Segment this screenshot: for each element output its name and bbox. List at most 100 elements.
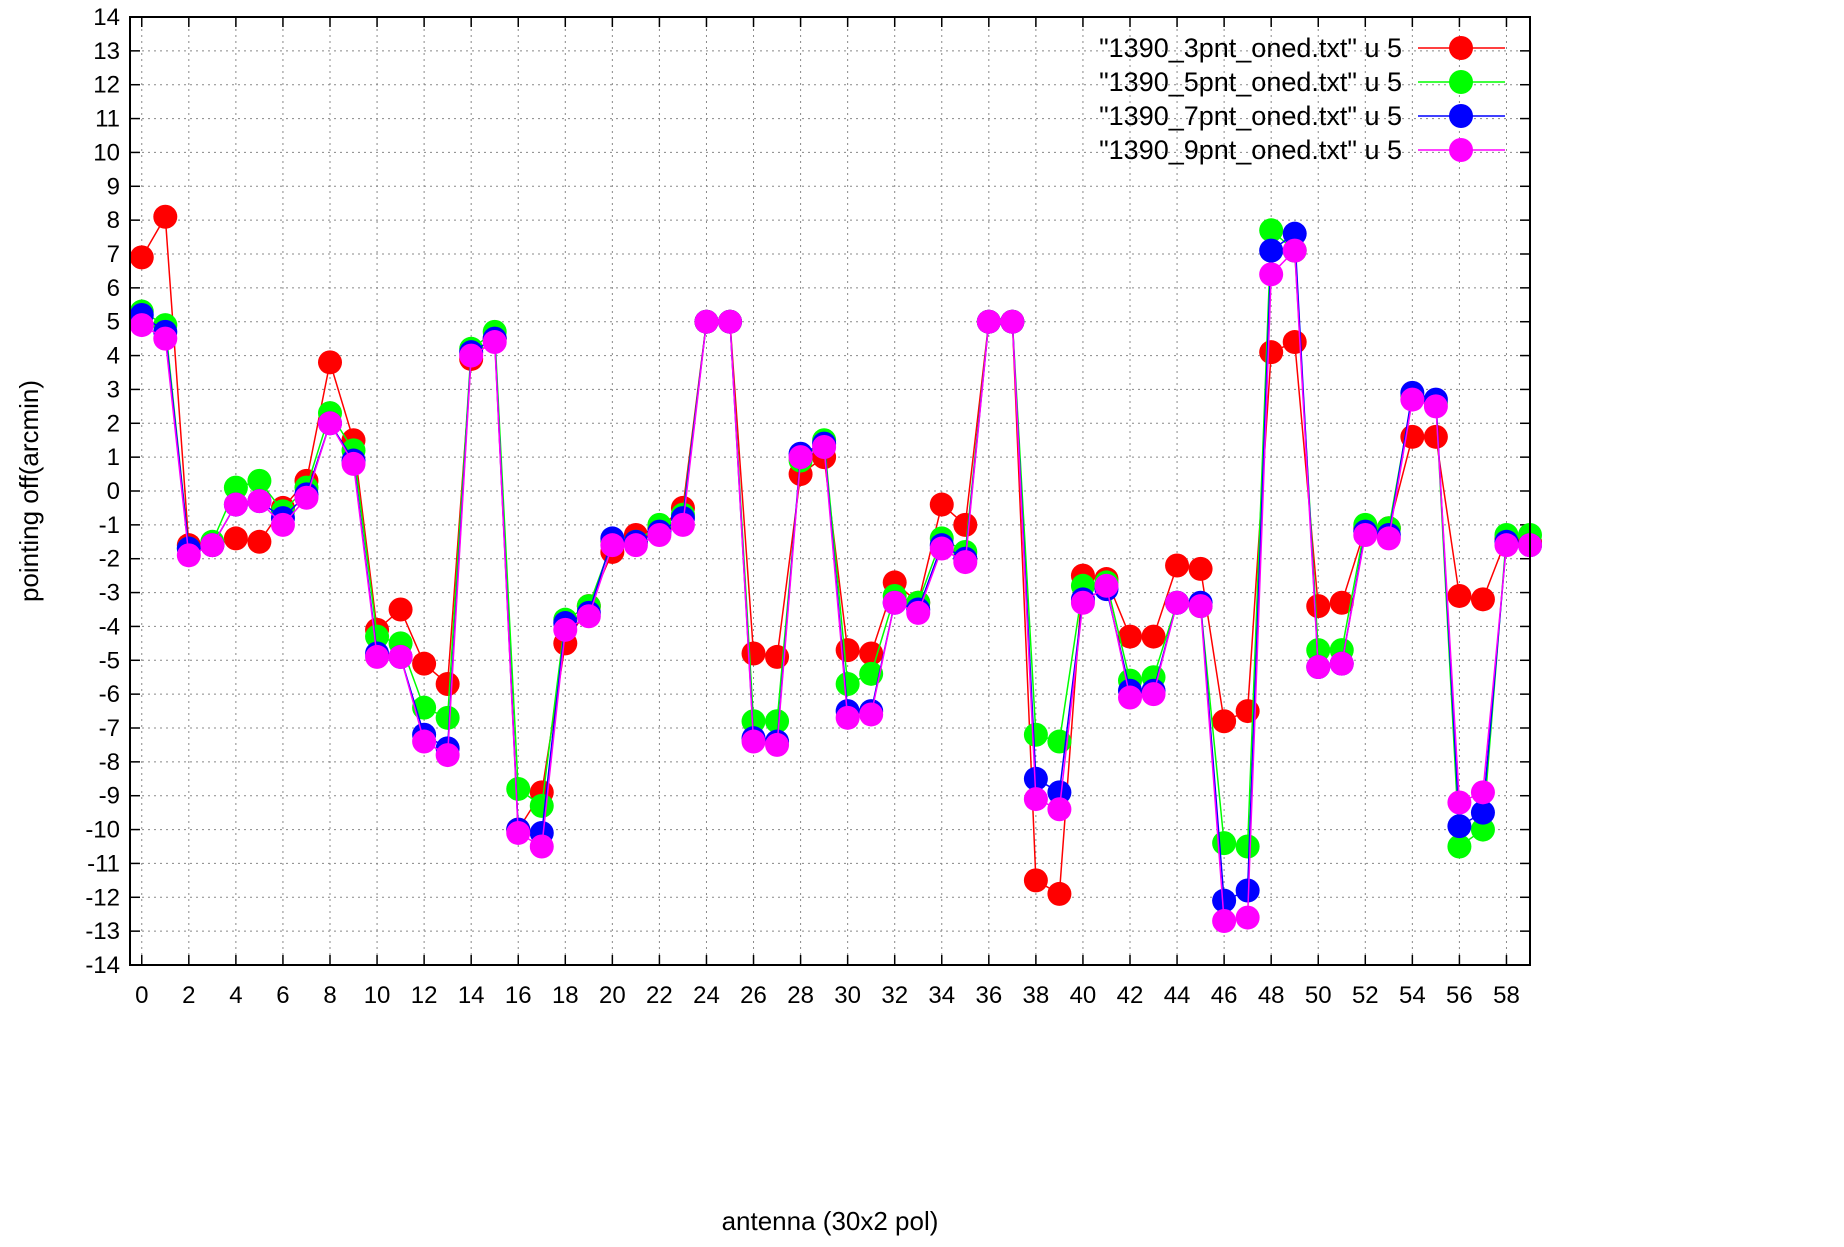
data-point (788, 445, 813, 470)
x-tick-label: 52 (1352, 982, 1379, 1009)
legend-marker (1449, 36, 1473, 60)
data-point (223, 526, 248, 551)
data-point (1259, 218, 1284, 243)
data-point (1212, 888, 1237, 913)
y-tick-label: -6 (99, 681, 120, 708)
data-point (1188, 556, 1213, 581)
data-point (1212, 908, 1237, 933)
y-tick-label: -8 (99, 749, 120, 776)
x-tick-label: 58 (1493, 982, 1520, 1009)
data-point (929, 536, 954, 561)
y-tick-label: -12 (85, 884, 120, 911)
data-point (1000, 309, 1025, 334)
data-point (1023, 787, 1048, 812)
y-tick-label: -10 (85, 817, 120, 844)
data-point (1329, 651, 1354, 676)
data-point (1423, 394, 1448, 419)
legend-marker (1449, 138, 1473, 162)
y-tick-label: 1 (107, 444, 120, 471)
data-point (341, 451, 366, 476)
data-point (1423, 424, 1448, 449)
data-point (365, 624, 390, 649)
data-point (435, 705, 460, 730)
data-point (1494, 533, 1519, 558)
y-tick-label: 5 (107, 309, 120, 336)
data-point (741, 641, 766, 666)
x-tick-label: 26 (740, 982, 767, 1009)
y-axis-label: pointing off(arcmin) (14, 380, 44, 602)
x-tick-label: 32 (881, 982, 908, 1009)
x-tick-label: 42 (1117, 982, 1144, 1009)
data-point (718, 309, 742, 334)
data-point (623, 533, 648, 558)
y-tick-label: -14 (85, 952, 120, 979)
y-tick-label: 2 (107, 410, 120, 437)
data-point (247, 529, 272, 554)
y-tick-label: 6 (107, 275, 120, 302)
data-point (506, 776, 531, 801)
x-tick-label: 12 (411, 982, 438, 1009)
x-tick-label: 38 (1023, 982, 1050, 1009)
data-point (1212, 831, 1237, 856)
data-point (953, 512, 978, 537)
data-point (765, 732, 790, 757)
data-point (1282, 221, 1307, 246)
data-point (553, 617, 578, 642)
data-point (318, 350, 342, 375)
data-point (1165, 590, 1190, 615)
data-point (1447, 583, 1472, 608)
data-point (859, 702, 884, 727)
data-point (153, 326, 178, 351)
x-tick-label: 48 (1258, 982, 1285, 1009)
y-tick-label: -13 (85, 918, 120, 945)
y-tick-label: -1 (99, 512, 120, 539)
data-point (153, 204, 178, 229)
legend-marker (1449, 104, 1473, 128)
data-point (1470, 780, 1495, 805)
y-tick-label: 9 (107, 173, 120, 200)
data-point (388, 644, 413, 669)
data-point (859, 661, 884, 686)
data-point (670, 512, 695, 537)
data-point (835, 671, 860, 696)
data-point (1447, 790, 1472, 815)
data-point (882, 590, 907, 615)
data-point (129, 313, 154, 338)
series-line (141, 248, 1530, 922)
data-point (482, 330, 507, 355)
y-tick-label: 4 (107, 343, 120, 370)
data-point (741, 729, 766, 754)
data-point (435, 671, 460, 696)
data-point (529, 834, 554, 859)
data-point (176, 543, 201, 568)
data-point (1047, 780, 1072, 805)
data-point (1141, 682, 1166, 707)
x-tick-label: 18 (552, 982, 579, 1009)
y-tick-label: 12 (93, 72, 120, 99)
data-point (1259, 262, 1284, 287)
x-tick-label: 46 (1211, 982, 1238, 1009)
legend-label: "1390_9pnt_oned.txt" u 5 (1099, 135, 1402, 165)
data-point (1235, 834, 1260, 859)
data-point (1118, 685, 1142, 710)
x-tick-label: 28 (787, 982, 814, 1009)
data-point (388, 597, 413, 622)
x-tick-label: 24 (693, 982, 720, 1009)
x-tick-label: 50 (1305, 982, 1332, 1009)
data-point (929, 492, 954, 517)
data-point (835, 638, 860, 663)
series-4 (129, 238, 1542, 933)
y-tick-label: 8 (107, 207, 120, 234)
data-point (741, 709, 766, 734)
data-point (1188, 594, 1213, 619)
y-tick-label: -7 (99, 715, 120, 742)
y-tick-label: 13 (93, 38, 120, 65)
legend-label: "1390_5pnt_oned.txt" u 5 (1099, 67, 1402, 97)
data-point (1094, 573, 1119, 598)
x-axis-label: antenna (30x2 pol) (722, 1206, 939, 1236)
data-point (765, 709, 790, 734)
data-point (365, 644, 390, 669)
x-tick-label: 16 (505, 982, 532, 1009)
data-point (1353, 523, 1378, 548)
data-point (294, 485, 319, 510)
